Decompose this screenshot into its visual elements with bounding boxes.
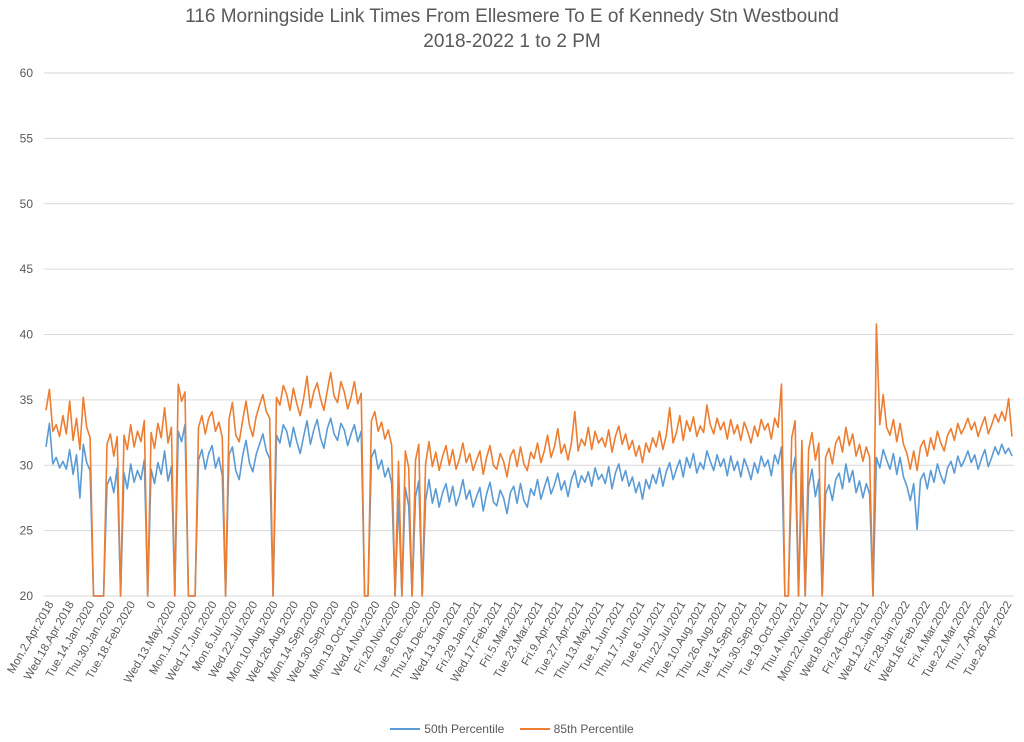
y-axis-tick-labels: 20 25 30 35 40 45 50 55 60 bbox=[20, 66, 34, 603]
chart-title: 116 Morningside Link Times From Ellesmer… bbox=[185, 6, 839, 27]
x-tick-label: 0 bbox=[145, 600, 159, 612]
legend-swatch-85th bbox=[519, 728, 550, 730]
y-tick-label: 55 bbox=[20, 131, 34, 145]
series-line-85th bbox=[45, 323, 1013, 597]
y-tick-label: 20 bbox=[20, 589, 34, 603]
series-lines bbox=[45, 323, 1013, 597]
legend-label-85th: 85th Percentile bbox=[553, 722, 634, 736]
series-line-50th bbox=[45, 417, 1013, 597]
legend: 50th Percentile 85th Percentile bbox=[0, 719, 1024, 736]
y-tick-label: 30 bbox=[20, 458, 34, 472]
y-tick-label: 40 bbox=[20, 328, 34, 342]
legend-label-50th: 50th Percentile bbox=[424, 722, 505, 736]
chart-subtitle: 2018-2022 1 to 2 PM bbox=[423, 31, 601, 52]
legend-item-50th: 50th Percentile bbox=[390, 722, 504, 736]
y-tick-label: 60 bbox=[20, 66, 34, 80]
y-tick-label: 25 bbox=[20, 524, 34, 538]
y-tick-label: 35 bbox=[20, 393, 34, 407]
x-axis-tick-labels: Mon.2.Apr.2018Wed.18.Apr.2018Tue.14.Jan.… bbox=[6, 599, 1015, 685]
y-tick-label: 50 bbox=[20, 197, 34, 211]
legend-swatch-50th bbox=[390, 728, 421, 730]
gridlines bbox=[44, 72, 1014, 597]
y-tick-label: 45 bbox=[20, 262, 34, 276]
legend-item-85th: 85th Percentile bbox=[519, 722, 634, 736]
